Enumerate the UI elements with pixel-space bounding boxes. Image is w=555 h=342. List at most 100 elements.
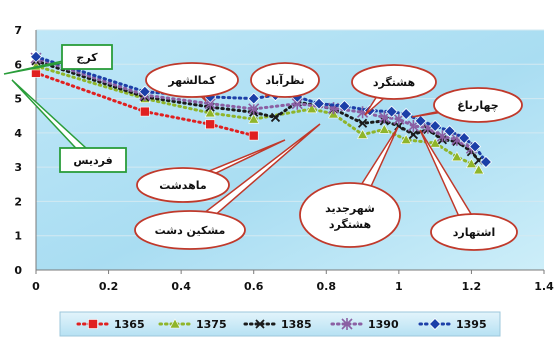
marker-triangle [357,128,369,139]
marker-square [140,106,150,117]
y-tick-label: 2 [14,195,22,208]
marker-diamond [468,140,482,153]
marker-diamond [458,131,471,145]
marker-triangle [451,151,463,162]
y-tick-label: 3 [14,161,22,174]
x-tick-label: 1 [395,280,403,293]
callout-label: کرج [76,51,98,65]
callout-oval [433,87,523,123]
series-1365 [31,68,259,141]
callout: هشتگرد [351,64,437,116]
marker-square [88,319,98,329]
marker-triangle [204,107,216,118]
callout-label: نظرآباد [265,73,304,87]
callout-oval [136,167,230,203]
x-tick-labels: 0 0.2 0.4 0.6 0.8 1 1.2 1.4 [32,280,554,293]
callout: مشکین دشت [134,123,321,250]
callout-layer: کرج کمالشهر نظرآباد هشتگرد چهارباغ فردیس ماهدش… [3,44,523,251]
legend-item-1375: 1375 [158,318,227,331]
legend-item-1385: 1385 [243,318,312,331]
marker-triangle [169,318,181,329]
callout-label: شهرجدید [325,202,375,215]
callout-label: مشکین دشت [155,224,226,237]
marker-triangle [465,158,477,169]
callout-label: هشتگرد [329,218,371,231]
marker-diamond [429,119,442,133]
y-tick-label: 0 [14,264,22,277]
legend-item-1395: 1395 [418,317,487,331]
marker-x [408,129,419,140]
marker-star [378,111,390,124]
marker-star [341,318,353,330]
legend-label: 1365 [114,318,145,331]
marker-x [255,319,265,329]
marker-diamond [400,107,413,121]
callout-oval [134,210,246,250]
series-line [34,56,473,150]
callout-box [59,147,127,173]
marker-diamond [385,105,398,118]
callout-box [61,44,113,70]
callout: شهرجدید هشتگرد [299,126,401,248]
legend: 1365 1375 1385 1390 1395 [59,311,501,337]
marker-triangle [248,113,260,124]
series-line [34,59,481,162]
callout-label: هشتگرد [373,76,415,89]
callout-oval [250,62,320,98]
callout-oval [299,182,401,248]
callout-oval [145,62,239,98]
y-tick-label: 4 [14,127,22,140]
x-tick-label: 0.2 [99,280,119,293]
legend-item-1390: 1390 [330,318,399,331]
callout: اشتهارد [419,129,518,251]
marker-diamond [247,92,260,105]
marker-x [357,118,368,128]
marker-triangle [429,137,441,148]
callout-label: فردیس [73,154,112,167]
callout: چهارباغ [411,87,523,123]
y-tick-labels: 0 1 2 3 4 5 6 7 [14,24,22,277]
legend-item-1365: 1365 [76,318,145,331]
callout-label: اشتهارد [453,226,495,239]
x-tick-label: 1.2 [462,280,482,293]
marker-triangle [400,134,412,145]
callout: ماهدشت [136,139,286,203]
marker-star [248,102,260,115]
marker-diamond [479,155,493,169]
marker-diamond [312,97,326,110]
marker-triangle [473,164,485,175]
marker-square [205,119,215,130]
y-tick-label: 1 [14,230,22,243]
gridlines [36,29,544,237]
series-layer [29,50,493,175]
y-tick-label: 7 [14,24,22,37]
marker-diamond [414,114,427,127]
callout: کمالشهر [145,62,239,103]
x-tick-label: 0.8 [317,280,337,293]
callout: فردیس [11,79,127,173]
callout-label: کمالشهر [167,74,216,87]
marker-square [248,130,259,141]
marker-triangle [306,103,318,114]
callout-oval [351,64,437,100]
marker-diamond [29,50,43,63]
marker-diamond [338,100,351,113]
legend-label: 1390 [368,318,399,331]
callout-label: ماهدشت [159,179,206,192]
x-tick-label: 0.6 [244,280,264,293]
x-tick-label: 0.4 [171,280,191,293]
callout-label: چهارباغ [457,99,498,112]
y-tick-label: 6 [14,58,22,71]
marker-x [270,112,281,123]
series-1375 [30,60,485,175]
x-tick-label: 1.4 [534,280,554,293]
callout-oval [430,213,518,251]
callout: نظرآباد [250,62,320,98]
marker-diamond [428,317,442,331]
marker-diamond [443,125,456,138]
legend-label: 1395 [456,318,487,331]
series-line [34,71,256,138]
legend-label: 1385 [281,318,312,331]
y-tick-label: 5 [14,93,22,106]
